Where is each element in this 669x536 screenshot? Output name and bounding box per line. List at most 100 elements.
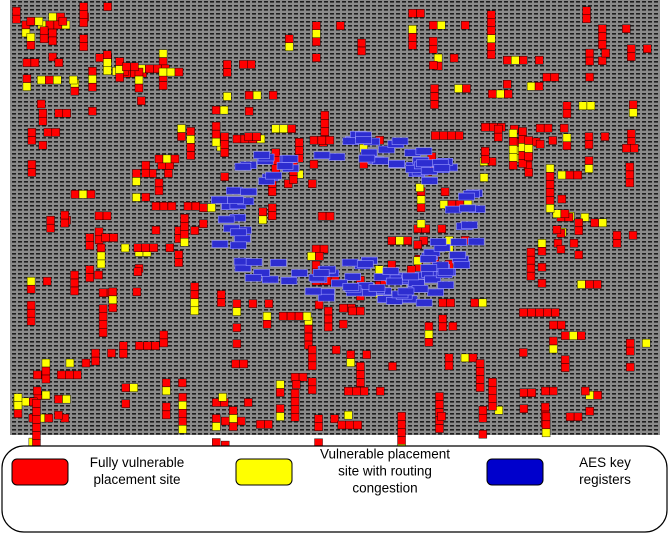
aes-register xyxy=(356,137,372,144)
vulnerable-site xyxy=(289,176,297,184)
vulnerable-site xyxy=(187,127,195,135)
vulnerable-site xyxy=(360,387,368,395)
vulnerable-site xyxy=(525,137,533,145)
vulnerable-site xyxy=(103,212,111,220)
vulnerable-site xyxy=(142,193,150,201)
vulnerable-site xyxy=(594,391,602,399)
vulnerable-site xyxy=(321,119,329,127)
vulnerable-site xyxy=(233,308,241,316)
vulnerable-site xyxy=(23,59,31,67)
aes-register xyxy=(438,269,454,276)
vulnerable-site xyxy=(447,132,455,140)
vulnerable-site xyxy=(626,347,634,355)
vulnerable-site xyxy=(308,386,316,394)
vulnerable-site xyxy=(438,412,446,420)
vulnerable-site xyxy=(86,274,94,282)
vulnerable-site xyxy=(14,394,22,402)
vulnerable-site xyxy=(429,45,437,53)
vulnerable-site xyxy=(469,354,477,362)
vulnerable-site xyxy=(69,76,77,84)
vulnerable-site xyxy=(321,111,329,119)
vulnerable-site xyxy=(44,128,52,136)
vulnerable-site xyxy=(71,190,79,198)
vulnerable-site xyxy=(103,67,111,75)
vulnerable-site xyxy=(336,22,344,30)
aes-register xyxy=(434,165,450,172)
aes-register xyxy=(454,261,470,268)
vulnerable-site xyxy=(142,244,150,252)
vulnerable-site xyxy=(99,329,107,337)
vulnerable-site xyxy=(28,160,36,168)
vulnerable-site xyxy=(223,60,231,68)
vulnerable-site xyxy=(476,368,484,376)
vulnerable-site xyxy=(42,391,50,399)
vulnerable-site xyxy=(191,299,199,307)
vulnerable-site xyxy=(437,21,445,29)
vulnerable-site xyxy=(135,76,143,84)
vulnerable-site xyxy=(59,17,67,25)
vulnerable-site xyxy=(299,373,307,381)
vulnerable-site xyxy=(212,439,220,447)
vulnerable-site xyxy=(276,381,284,389)
vulnerable-site xyxy=(348,307,356,315)
vulnerable-site xyxy=(471,299,479,307)
vulnerable-site xyxy=(570,239,578,247)
aes-register xyxy=(230,242,246,249)
vulnerable-site xyxy=(398,436,406,444)
vulnerable-site xyxy=(32,399,40,407)
vulnerable-site xyxy=(352,387,360,395)
vulnerable-site xyxy=(276,389,284,397)
vulnerable-site xyxy=(103,51,111,59)
vulnerable-site xyxy=(586,407,594,415)
vulnerable-site xyxy=(32,407,40,415)
vulnerable-site xyxy=(622,25,630,33)
vulnerable-site xyxy=(356,362,364,370)
vulnerable-site xyxy=(575,251,583,259)
vulnerable-site xyxy=(159,50,167,58)
vulnerable-site xyxy=(39,109,47,117)
vulnerable-site xyxy=(155,179,163,187)
vulnerable-site xyxy=(538,263,546,271)
vulnerable-site xyxy=(414,241,422,249)
vulnerable-site xyxy=(291,373,299,381)
vulnerable-site xyxy=(479,406,487,414)
vulnerable-site xyxy=(626,363,634,371)
vulnerable-site xyxy=(28,128,36,136)
vulnerable-site xyxy=(308,180,316,188)
vulnerable-site xyxy=(187,151,195,159)
vulnerable-site xyxy=(181,238,189,246)
vulnerable-site xyxy=(32,431,40,439)
vulnerable-site xyxy=(561,356,569,364)
aes-register xyxy=(412,285,428,292)
vulnerable-site xyxy=(504,90,512,98)
vulnerable-site xyxy=(79,190,87,198)
vulnerable-site xyxy=(315,423,323,431)
vulnerable-site xyxy=(159,82,167,90)
vulnerable-site xyxy=(151,342,159,350)
vulnerable-site xyxy=(87,190,95,198)
vulnerable-site xyxy=(187,135,195,143)
vulnerable-site xyxy=(263,312,271,320)
vulnerable-site xyxy=(563,134,571,142)
vulnerable-site xyxy=(49,13,57,21)
vulnerable-site xyxy=(557,321,565,329)
vulnerable-site xyxy=(528,389,536,397)
vulnerable-site xyxy=(441,188,449,196)
vulnerable-site xyxy=(162,379,170,387)
aes-register xyxy=(461,222,477,229)
vulnerable-site xyxy=(535,56,543,64)
vulnerable-site xyxy=(308,346,316,354)
legend-label: AES key xyxy=(579,455,631,470)
vulnerable-site xyxy=(599,219,607,227)
vulnerable-site xyxy=(88,83,96,91)
vulnerable-site xyxy=(488,394,496,402)
vulnerable-site xyxy=(35,17,43,25)
vulnerable-site xyxy=(308,362,316,370)
vulnerable-site xyxy=(445,362,453,370)
vulnerable-site xyxy=(601,133,609,141)
vulnerable-site xyxy=(598,33,606,41)
aes-register xyxy=(254,152,270,159)
vulnerable-site xyxy=(28,168,36,176)
vulnerable-site xyxy=(404,237,412,245)
figure: Fully vulnerableplacement siteVulnerable… xyxy=(0,0,669,536)
